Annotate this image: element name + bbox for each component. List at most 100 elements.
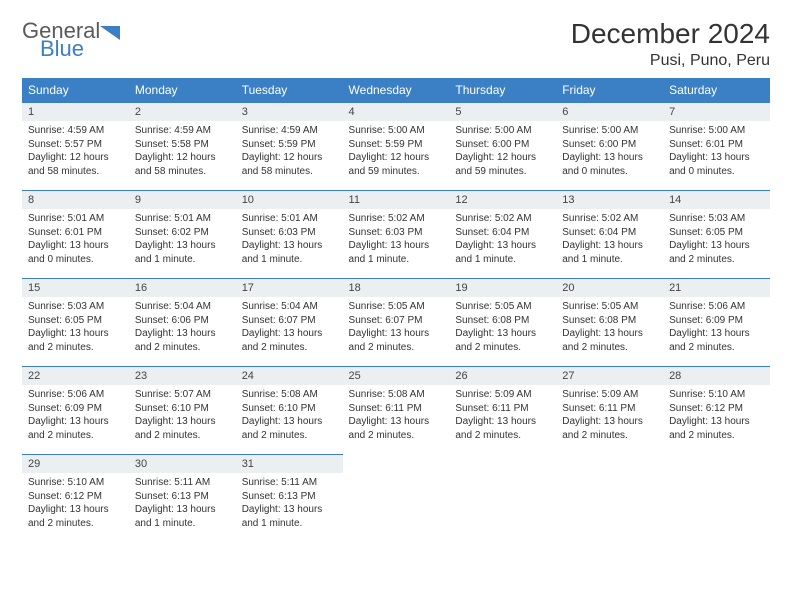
sunset-line: Sunset: 6:05 PM: [28, 315, 102, 326]
weekday-header: Thursday: [449, 78, 556, 102]
page-title: December 2024: [571, 18, 770, 50]
calendar-cell: [343, 454, 450, 542]
sunrise-line: Sunrise: 5:08 AM: [349, 389, 425, 400]
sunset-line: Sunset: 5:57 PM: [28, 139, 102, 150]
day-content: Sunrise: 5:03 AMSunset: 6:05 PMDaylight:…: [22, 297, 129, 357]
weekday-header: Tuesday: [236, 78, 343, 102]
calendar-week: 8Sunrise: 5:01 AMSunset: 6:01 PMDaylight…: [22, 190, 770, 278]
sunrise-line: Sunrise: 5:04 AM: [242, 301, 318, 312]
day-number: 14: [663, 190, 770, 209]
sunrise-line: Sunrise: 5:01 AM: [28, 213, 104, 224]
calendar-cell: 23Sunrise: 5:07 AMSunset: 6:10 PMDayligh…: [129, 366, 236, 454]
weekday-header-row: Sunday Monday Tuesday Wednesday Thursday…: [22, 78, 770, 102]
day-content: Sunrise: 5:05 AMSunset: 6:08 PMDaylight:…: [556, 297, 663, 357]
sunset-line: Sunset: 6:11 PM: [349, 403, 422, 414]
daylight-line: Daylight: 13 hours and 2 minutes.: [562, 416, 643, 441]
sunset-line: Sunset: 6:03 PM: [242, 227, 316, 238]
sunset-line: Sunset: 6:08 PM: [455, 315, 529, 326]
sunset-line: Sunset: 6:04 PM: [562, 227, 636, 238]
daylight-line: Daylight: 12 hours and 59 minutes.: [349, 152, 430, 177]
logo-icon: General Blue: [22, 18, 122, 63]
location-text: Pusi, Puno, Peru: [571, 52, 770, 70]
sunrise-line: Sunrise: 5:00 AM: [349, 125, 425, 136]
calendar-cell: 15Sunrise: 5:03 AMSunset: 6:05 PMDayligh…: [22, 278, 129, 366]
day-number: 31: [236, 454, 343, 473]
day-content: Sunrise: 5:05 AM Sunset: 6:07 PM Daylight:…: [343, 297, 450, 357]
calendar-page: General Blue December 2024 Pusi, Puno, P…: [0, 0, 792, 552]
day-content: Sunrise: 5:09 AMSunset: 6:11 PMDaylight:…: [556, 385, 663, 445]
sunrise-line: Sunrise: 5:05 AM: [455, 301, 531, 312]
sunrise-line: Sunrise: 5:05 AM: [349, 301, 425, 312]
sunrise-line: Sunrise: 5:00 AM: [562, 125, 638, 136]
sunset-line: Sunset: 6:10 PM: [135, 403, 209, 414]
day-number: 12: [449, 190, 556, 209]
title-block: December 2024 Pusi, Puno, Peru: [571, 18, 770, 70]
sunset-line: Sunset: 6:10 PM: [242, 403, 316, 414]
day-number: 21: [663, 278, 770, 297]
day-number: 3: [236, 102, 343, 121]
day-content: Sunrise: 4:59 AMSunset: 5:59 PMDaylight:…: [236, 121, 343, 181]
calendar-cell: 14Sunrise: 5:03 AMSunset: 6:05 PMDayligh…: [663, 190, 770, 278]
daylight-line: Daylight: 13 hours and 2 minutes.: [349, 328, 430, 353]
day-content: Sunrise: 5:01 AMSunset: 6:02 PMDaylight:…: [129, 209, 236, 269]
day-content: Sunrise: 5:04 AMSunset: 6:06 PMDaylight:…: [129, 297, 236, 357]
brand-logo: General Blue: [22, 18, 122, 63]
day-number: 2: [129, 102, 236, 121]
calendar-cell: 21Sunrise: 5:06 AMSunset: 6:09 PMDayligh…: [663, 278, 770, 366]
calendar-cell: 29Sunrise: 5:10 AMSunset: 6:12 PMDayligh…: [22, 454, 129, 542]
day-content: Sunrise: 5:00 AMSunset: 6:00 PMDaylight:…: [556, 121, 663, 181]
day-content: Sunrise: 5:02 AMSunset: 6:04 PMDaylight:…: [556, 209, 663, 269]
day-number: 1: [22, 102, 129, 121]
daylight-line: Daylight: 12 hours and 58 minutes.: [28, 152, 109, 177]
calendar-cell: 11Sunrise: 5:02 AMSunset: 6:03 PMDayligh…: [343, 190, 450, 278]
weekday-header: Friday: [556, 78, 663, 102]
daylight-line: Daylight: 13 hours and 2 minutes.: [455, 416, 536, 441]
calendar-cell: 19Sunrise: 5:05 AMSunset: 6:08 PMDayligh…: [449, 278, 556, 366]
day-number: 22: [22, 366, 129, 385]
daylight-line: Daylight: 13 hours and 2 minutes.: [669, 416, 750, 441]
calendar-cell: [556, 454, 663, 542]
calendar-cell: 2Sunrise: 4:59 AMSunset: 5:58 PMDaylight…: [129, 102, 236, 190]
calendar-week: 29Sunrise: 5:10 AMSunset: 6:12 PMDayligh…: [22, 454, 770, 542]
day-number: 20: [556, 278, 663, 297]
calendar-cell: 17Sunrise: 5:04 AMSunset: 6:07 PMDayligh…: [236, 278, 343, 366]
sunrise-line: Sunrise: 4:59 AM: [28, 125, 104, 136]
day-content: Sunrise: 5:02 AMSunset: 6:04 PMDaylight:…: [449, 209, 556, 269]
sunrise-line: Sunrise: 5:06 AM: [28, 389, 104, 400]
day-number: 28: [663, 366, 770, 385]
calendar-cell: 5Sunrise: 5:00 AMSunset: 6:00 PMDaylight…: [449, 102, 556, 190]
sunset-line: Sunset: 6:13 PM: [135, 491, 209, 502]
day-number: 4: [343, 102, 450, 121]
day-content: Sunrise: 5:01 AMSunset: 6:01 PMDaylight:…: [22, 209, 129, 269]
day-content: Sunrise: 5:02 AMSunset: 6:03 PMDaylight:…: [343, 209, 450, 269]
daylight-line: Daylight: 13 hours and 2 minutes.: [135, 328, 216, 353]
sunset-line: Sunset: 5:58 PM: [135, 139, 209, 150]
day-number: 26: [449, 366, 556, 385]
logo-word2: Blue: [40, 36, 84, 58]
calendar-table: Sunday Monday Tuesday Wednesday Thursday…: [22, 78, 770, 542]
sunset-line: Sunset: 6:00 PM: [455, 139, 529, 150]
sunset-line: Sunset: 6:07 PM: [349, 315, 423, 326]
calendar-cell: 16Sunrise: 5:04 AMSunset: 6:06 PMDayligh…: [129, 278, 236, 366]
sunset-line: Sunset: 6:13 PM: [242, 491, 316, 502]
sunset-line: Sunset: 6:09 PM: [28, 403, 102, 414]
weekday-header: Sunday: [22, 78, 129, 102]
sunrise-line: Sunrise: 5:09 AM: [562, 389, 638, 400]
calendar-week: 1 Sunrise: 4:59 AM Sunset: 5:57 PM Daylight…: [22, 102, 770, 190]
day-number: 7: [663, 102, 770, 121]
day-content: Sunrise: 5:11 AMSunset: 6:13 PMDaylight:…: [129, 473, 236, 533]
day-content: Sunrise: 5:11 AMSunset: 6:13 PMDaylight:…: [236, 473, 343, 533]
sunrise-line: Sunrise: 5:05 AM: [562, 301, 638, 312]
day-content: Sunrise: 5:08 AM Sunset: 6:11 PM Daylight:…: [343, 385, 450, 445]
day-number: 9: [129, 190, 236, 209]
daylight-line: Daylight: 13 hours and 2 minutes.: [455, 328, 536, 353]
daylight-line: Daylight: 13 hours and 2 minutes.: [349, 416, 430, 441]
sunrise-line: Sunrise: 5:04 AM: [135, 301, 211, 312]
day-number: 29: [22, 454, 129, 473]
calendar-cell: 22Sunrise: 5:06 AMSunset: 6:09 PMDayligh…: [22, 366, 129, 454]
calendar-cell: 7Sunrise: 5:00 AMSunset: 6:01 PMDaylight…: [663, 102, 770, 190]
day-content: Sunrise: 5:04 AMSunset: 6:07 PMDaylight:…: [236, 297, 343, 357]
sunrise-line: Sunrise: 5:03 AM: [669, 213, 745, 224]
sunrise-line: Sunrise: 5:10 AM: [28, 477, 104, 488]
daylight-line: Daylight: 12 hours and 59 minutes.: [455, 152, 536, 177]
